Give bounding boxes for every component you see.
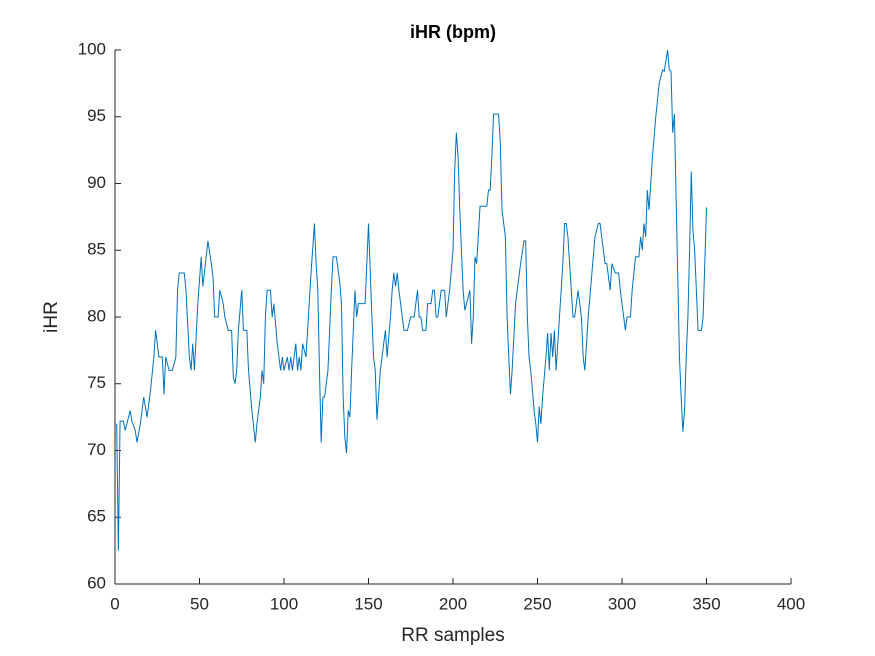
x-tick-label: 400 bbox=[777, 594, 805, 613]
x-tick-label: 300 bbox=[608, 594, 636, 613]
x-tick-label: 100 bbox=[270, 594, 298, 613]
x-tick-label: 200 bbox=[439, 594, 467, 613]
y-tick-label: 80 bbox=[87, 306, 106, 325]
y-tick-label: 65 bbox=[87, 507, 106, 526]
chart-title: iHR (bpm) bbox=[410, 22, 496, 42]
x-axis-label: RR samples bbox=[401, 625, 504, 646]
x-tick-label: 0 bbox=[110, 594, 119, 613]
x-tick-label: 250 bbox=[523, 594, 551, 613]
y-tick-label: 85 bbox=[87, 240, 106, 259]
x-tick-label: 50 bbox=[190, 594, 209, 613]
y-tick-label: 95 bbox=[87, 106, 106, 125]
y-axis-label: iHR bbox=[41, 301, 62, 333]
data-line bbox=[116, 49, 707, 551]
y-tick-label: 100 bbox=[78, 39, 106, 58]
x-tick-label: 350 bbox=[692, 594, 720, 613]
y-tick-label: 90 bbox=[87, 173, 106, 192]
y-tick-label: 70 bbox=[87, 440, 106, 459]
y-tick-label: 75 bbox=[87, 373, 106, 392]
x-tick-label: 150 bbox=[354, 594, 382, 613]
y-tick-label: 60 bbox=[87, 573, 106, 592]
